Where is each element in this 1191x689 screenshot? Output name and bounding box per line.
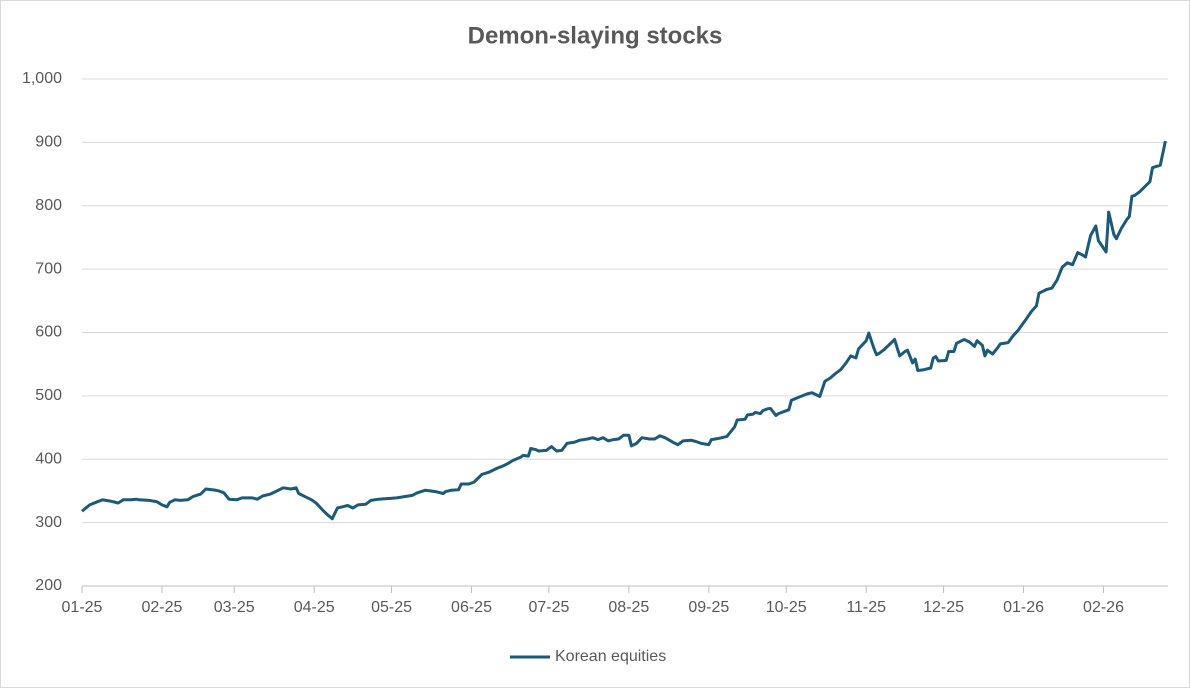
x-tick-label: 04-25 bbox=[294, 599, 335, 616]
x-tick-label: 12-25 bbox=[923, 599, 964, 616]
x-tick-label: 11-25 bbox=[846, 599, 886, 616]
x-tick-label: 02-25 bbox=[142, 599, 183, 616]
y-tick-label: 1,000 bbox=[22, 70, 62, 87]
y-tick-label: 600 bbox=[35, 324, 62, 341]
y-tick-label: 900 bbox=[35, 134, 62, 151]
y-tick-label: 700 bbox=[35, 260, 62, 277]
legend-label: Korean equities bbox=[555, 648, 666, 665]
x-tick-label: 08-25 bbox=[608, 599, 649, 616]
y-tick-label: 800 bbox=[35, 197, 62, 214]
data-line bbox=[81, 140, 1167, 521]
x-tick-label: 01-26 bbox=[1003, 599, 1044, 616]
y-tick-label: 400 bbox=[35, 450, 62, 467]
y-tick-label: 300 bbox=[35, 514, 62, 531]
x-tick-label: 05-25 bbox=[371, 599, 412, 616]
y-tick-label: 500 bbox=[35, 387, 62, 404]
x-tick-label: 01-25 bbox=[62, 599, 103, 616]
x-tick-label: 02-26 bbox=[1083, 599, 1124, 616]
x-tick-label: 03-25 bbox=[214, 599, 255, 616]
x-tick-label: 09-25 bbox=[688, 599, 729, 616]
chart-title: Demon-slaying stocks bbox=[468, 22, 723, 49]
x-tick-label: 10-25 bbox=[766, 599, 807, 616]
x-tick-label: 06-25 bbox=[451, 599, 492, 616]
x-tick-label: 07-25 bbox=[528, 599, 569, 616]
y-tick-label: 200 bbox=[35, 577, 62, 594]
